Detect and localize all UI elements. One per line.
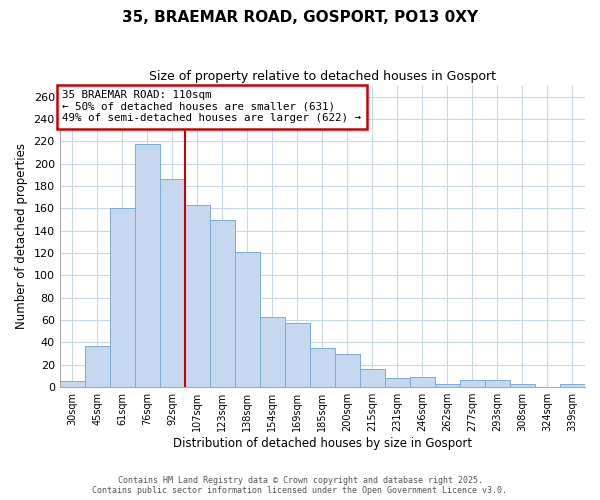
Bar [310, 348, 335, 387]
Text: 35, BRAEMAR ROAD, GOSPORT, PO13 0XY: 35, BRAEMAR ROAD, GOSPORT, PO13 0XY [122, 10, 478, 25]
Bar [135, 144, 160, 387]
Bar [510, 384, 535, 387]
Bar [85, 346, 110, 387]
Bar [285, 324, 310, 387]
Bar [110, 208, 135, 387]
Bar [560, 384, 585, 387]
Bar [260, 316, 285, 387]
Bar [160, 180, 185, 387]
Bar [210, 220, 235, 387]
Bar [335, 354, 360, 387]
Text: 35 BRAEMAR ROAD: 110sqm
← 50% of detached houses are smaller (631)
49% of semi-d: 35 BRAEMAR ROAD: 110sqm ← 50% of detache… [62, 90, 361, 124]
Y-axis label: Number of detached properties: Number of detached properties [15, 144, 28, 330]
Bar [360, 369, 385, 387]
X-axis label: Distribution of detached houses by size in Gosport: Distribution of detached houses by size … [173, 437, 472, 450]
Text: Contains HM Land Registry data © Crown copyright and database right 2025.
Contai: Contains HM Land Registry data © Crown c… [92, 476, 508, 495]
Bar [410, 377, 435, 387]
Bar [435, 384, 460, 387]
Bar [235, 252, 260, 387]
Bar [460, 380, 485, 387]
Bar [485, 380, 510, 387]
Bar [185, 205, 210, 387]
Bar [59, 382, 85, 387]
Bar [385, 378, 410, 387]
Title: Size of property relative to detached houses in Gosport: Size of property relative to detached ho… [149, 70, 496, 83]
